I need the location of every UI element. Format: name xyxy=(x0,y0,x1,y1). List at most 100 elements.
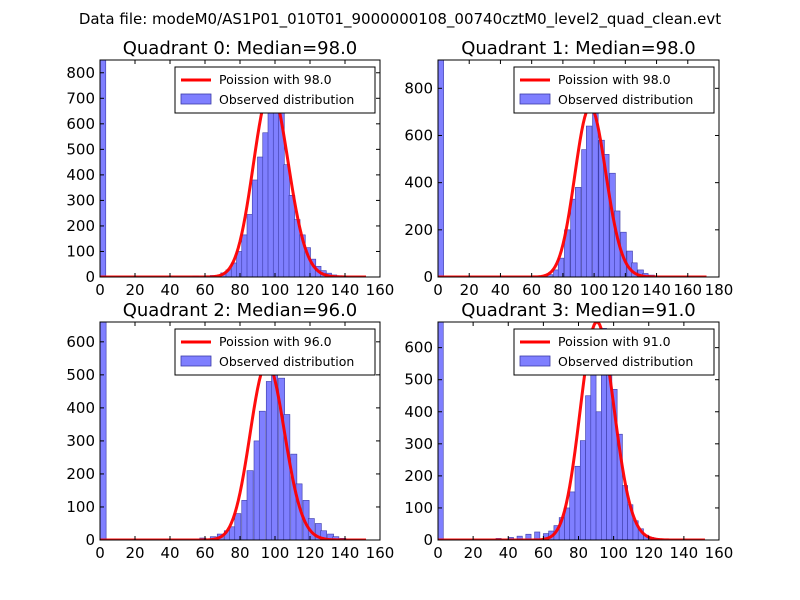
legend-label-poisson: Poission with 96.0 xyxy=(219,334,332,349)
histogram-bar xyxy=(579,440,586,540)
x-tick-label: 20 xyxy=(460,281,479,299)
legend-bar-swatch xyxy=(180,93,212,105)
y-tick-label: 800 xyxy=(66,64,95,82)
legend: Poission with 91.0 Observed distribution xyxy=(513,328,715,376)
histogram-bar xyxy=(272,94,280,277)
y-tick-label: 500 xyxy=(66,140,95,158)
histogram-bar xyxy=(575,187,582,277)
x-tick-label: 100 xyxy=(580,281,609,299)
histogram-bar xyxy=(258,410,266,540)
x-tick-label: 40 xyxy=(160,544,179,562)
y-tick-label: 300 xyxy=(404,435,433,453)
x-tick-label: 0 xyxy=(433,281,443,299)
legend-label-observed: Observed distribution xyxy=(558,92,693,107)
legend-label-poisson: Poission with 98.0 xyxy=(219,72,332,87)
x-tick-label: 120 xyxy=(296,544,325,562)
histogram-bar xyxy=(438,60,444,277)
y-tick-label: 200 xyxy=(66,465,95,483)
x-tick-label: 0 xyxy=(95,281,105,299)
legend-bar-swatch xyxy=(180,355,212,367)
histogram-bar xyxy=(283,164,290,277)
y-tick-label: 300 xyxy=(66,432,95,450)
x-tick-label: 0 xyxy=(95,544,105,562)
histogram-bar xyxy=(525,533,532,540)
histogram-bar xyxy=(257,156,264,277)
y-tick-label: 0 xyxy=(85,268,95,286)
x-tick-label: 140 xyxy=(642,281,671,299)
x-tick-label: 180 xyxy=(705,281,734,299)
x-tick-label: 140 xyxy=(331,544,360,562)
y-tick-label: 200 xyxy=(404,221,433,239)
legend-label-poisson: Poission with 91.0 xyxy=(558,334,671,349)
x-tick-label: 100 xyxy=(599,544,628,562)
y-tick-label: 600 xyxy=(404,126,433,144)
plot-frame xyxy=(437,59,720,278)
y-tick-label: 200 xyxy=(404,467,433,485)
histogram-bar xyxy=(283,414,291,540)
legend-label-observed: Observed distribution xyxy=(219,354,354,369)
x-tick-label: 140 xyxy=(331,281,360,299)
legend-label-observed: Observed distribution xyxy=(558,354,693,369)
histogram-bar xyxy=(241,234,248,277)
quadrant-1-chart: 0 20 40 60 80 100 120 140 160 180 0 200 400 600 800 Qua… xyxy=(404,38,733,299)
y-tick-label: 300 xyxy=(66,191,95,209)
histogram-bar xyxy=(585,395,592,540)
legend-box xyxy=(174,66,376,114)
panel-title: Quadrant 1: Median=98.0 xyxy=(461,38,696,59)
x-tick-label: 100 xyxy=(261,544,290,562)
histogram-bar xyxy=(100,60,107,277)
y-tick-label: 200 xyxy=(66,217,95,235)
x-tick-label: 40 xyxy=(499,544,518,562)
y-tick-label: 100 xyxy=(66,498,95,516)
y-tick-label: 600 xyxy=(404,339,433,357)
x-tick-label: 0 xyxy=(433,544,443,562)
legend: Poission with 96.0 Observed distribution xyxy=(174,328,376,376)
y-tick-label: 500 xyxy=(404,371,433,389)
histogram-bar xyxy=(320,530,327,540)
histogram-bar xyxy=(586,125,593,277)
legend-box xyxy=(174,328,376,376)
x-tick-label: 160 xyxy=(673,281,702,299)
x-tick-label: 160 xyxy=(366,544,395,562)
x-tick-label: 20 xyxy=(464,544,483,562)
histogram-bar xyxy=(246,214,254,277)
histogram-bar xyxy=(246,470,254,540)
histogram-bar xyxy=(100,322,107,540)
quadrant-0-plot-area xyxy=(100,60,366,277)
poisson-curve xyxy=(100,361,366,540)
x-tick-label: 80 xyxy=(230,281,249,299)
x-tick-label: 120 xyxy=(611,281,640,299)
histogram-bar xyxy=(603,154,610,277)
quadrant-3-chart: 0 20 40 60 80 100 120 140 160 0 100 200 300 400 500 600… xyxy=(404,300,733,562)
y-tick-label: 0 xyxy=(423,531,433,549)
legend-label-observed: Observed distribution xyxy=(219,92,354,107)
quadrant-0-chart: 0 20 40 60 80 100 120 140 160 0 100 200 300 400 500 600… xyxy=(66,38,394,299)
legend-box xyxy=(513,328,715,376)
x-tick-label: 60 xyxy=(534,544,553,562)
x-tick-label: 40 xyxy=(160,281,179,299)
y-tick-label: 400 xyxy=(66,166,95,184)
quadrant-1-plot-area xyxy=(438,60,707,277)
histogram-bar xyxy=(288,195,296,277)
x-tick-label: 80 xyxy=(230,544,249,562)
x-tick-label: 60 xyxy=(195,281,214,299)
x-tick-label: 120 xyxy=(634,544,663,562)
legend-bar-swatch xyxy=(519,355,551,367)
panel-title: Quadrant 3: Median=91.0 xyxy=(461,300,696,321)
legend-box xyxy=(513,66,715,114)
x-tick-label: 120 xyxy=(296,281,325,299)
x-tick-label: 60 xyxy=(195,544,214,562)
panel-title: Quadrant 0: Median=98.0 xyxy=(123,38,358,59)
quadrant-2-chart: 0 20 40 60 80 100 120 140 160 0 100 200 300 400 500 600… xyxy=(66,300,394,562)
x-tick-label: 40 xyxy=(491,281,510,299)
y-tick-label: 400 xyxy=(404,403,433,421)
histogram-bar xyxy=(590,350,597,540)
legend-bar-swatch xyxy=(519,93,551,105)
x-tick-label: 60 xyxy=(522,281,541,299)
x-tick-label: 160 xyxy=(366,281,395,299)
histogram-bar xyxy=(262,132,269,277)
x-tick-label: 20 xyxy=(125,281,144,299)
y-tick-label: 400 xyxy=(404,174,433,192)
x-tick-label: 80 xyxy=(569,544,588,562)
y-tick-label: 600 xyxy=(66,115,95,133)
